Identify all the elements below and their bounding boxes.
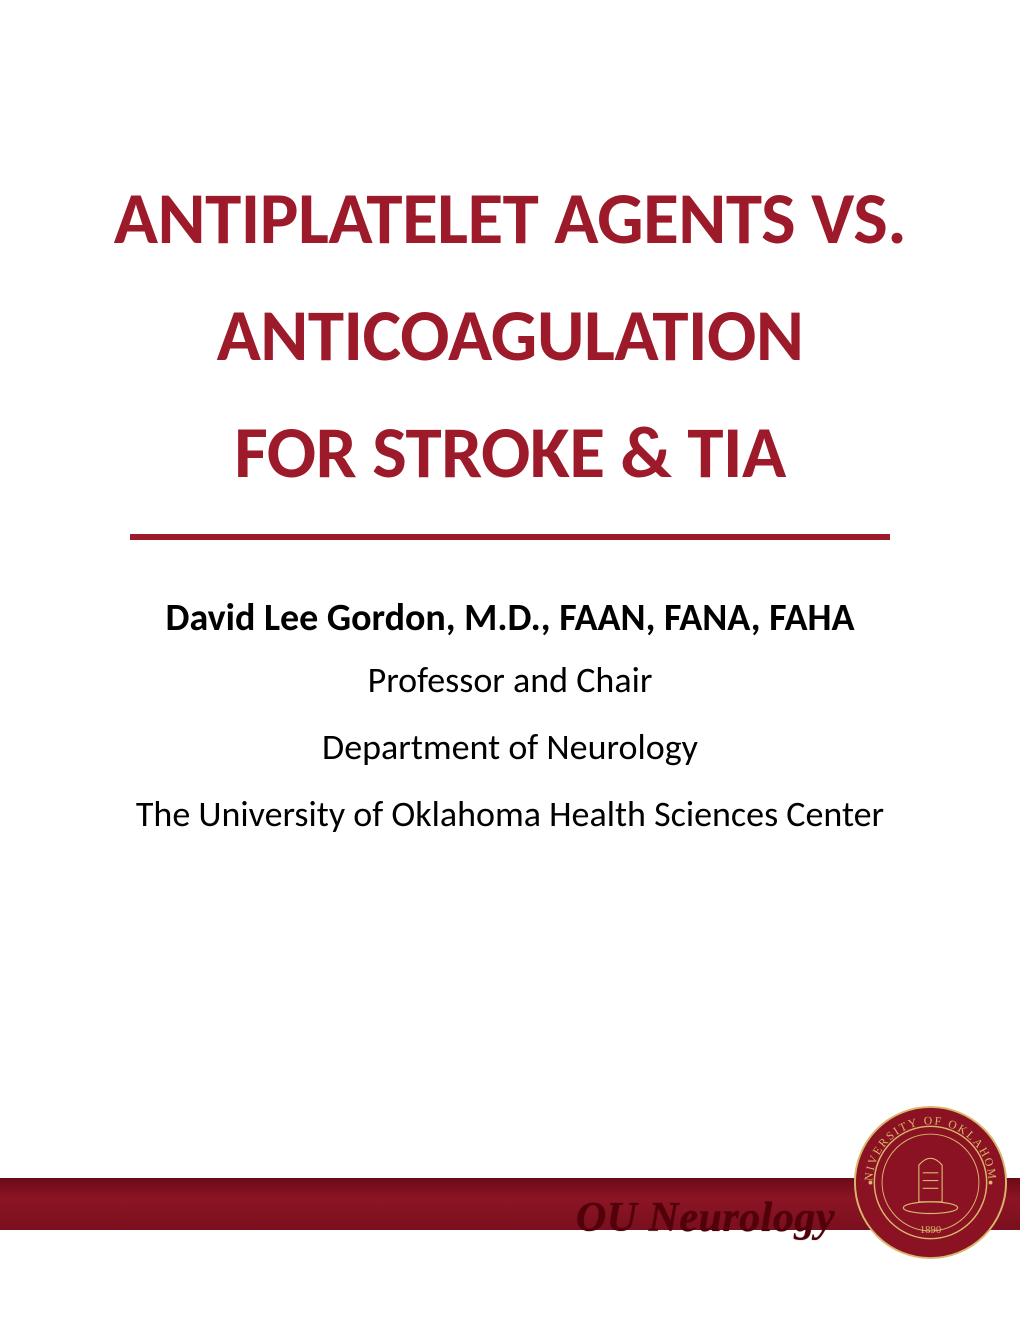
title-line-1: ANTIPLATELET AGENTS VS.: [0, 160, 1020, 277]
seal-year: 1890: [920, 1225, 941, 1236]
author-role: Professor and Chair: [136, 647, 884, 714]
title-line-2: ANTICOAGULATION: [0, 277, 1020, 394]
title-block: ANTIPLATELET AGENTS VS. ANTICOAGULATION …: [0, 160, 1020, 540]
author-name: David Lee Gordon, M.D., FAAN, FANA, FAHA: [136, 590, 884, 647]
author-department: Department of Neurology: [136, 714, 884, 781]
footer-text: OU Neurology: [576, 1194, 835, 1242]
title-underline-rule: [130, 534, 890, 540]
university-seal-icon: UNIVERSITY OF OKLAHOMA 1890: [853, 1105, 1008, 1260]
title-line-3: FOR STROKE & TIA: [0, 394, 1020, 511]
author-institution: The University of Oklahoma Health Scienc…: [136, 781, 884, 848]
slide-container: ANTIPLATELET AGENTS VS. ANTICOAGULATION …: [0, 0, 1020, 1320]
author-block: David Lee Gordon, M.D., FAAN, FANA, FAHA…: [136, 590, 884, 847]
